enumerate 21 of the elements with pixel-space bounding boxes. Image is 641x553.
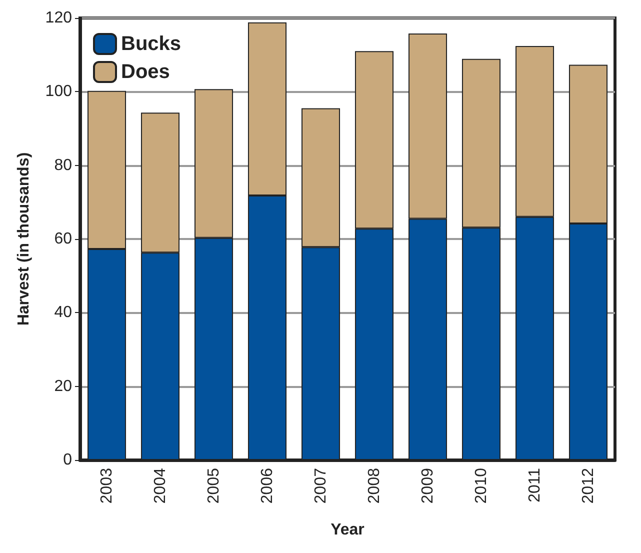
x-tick-label: 2011 — [526, 468, 544, 502]
x-tick-label: 2003 — [98, 468, 116, 504]
y-tick-label: 80 — [54, 156, 72, 174]
y-tick-label: 60 — [54, 230, 72, 248]
x-axis-title: Year — [330, 522, 364, 538]
x-tick-label: 2005 — [205, 468, 222, 504]
x-tick-label: 2012 — [580, 468, 597, 504]
x-tick-label: 2004 — [152, 468, 169, 504]
y-tick-label: 40 — [54, 304, 72, 322]
x-tick-label: 2007 — [312, 468, 330, 504]
legend-label: Does — [121, 61, 170, 83]
y-tick-label: 20 — [54, 378, 72, 395]
x-tick-label: 2009 — [419, 468, 436, 504]
y-tick-label: 0 — [63, 452, 72, 468]
legend-label: Bucks — [121, 33, 182, 55]
x-tick-label: 2010 — [472, 468, 490, 504]
x-tick-label: 2006 — [258, 468, 276, 504]
y-axis-title: Harvest (in thousands) — [16, 152, 32, 326]
y-tick-label: 120 — [45, 10, 72, 26]
x-tick-label: 2008 — [366, 468, 383, 504]
y-tick-label: 100 — [45, 83, 72, 100]
